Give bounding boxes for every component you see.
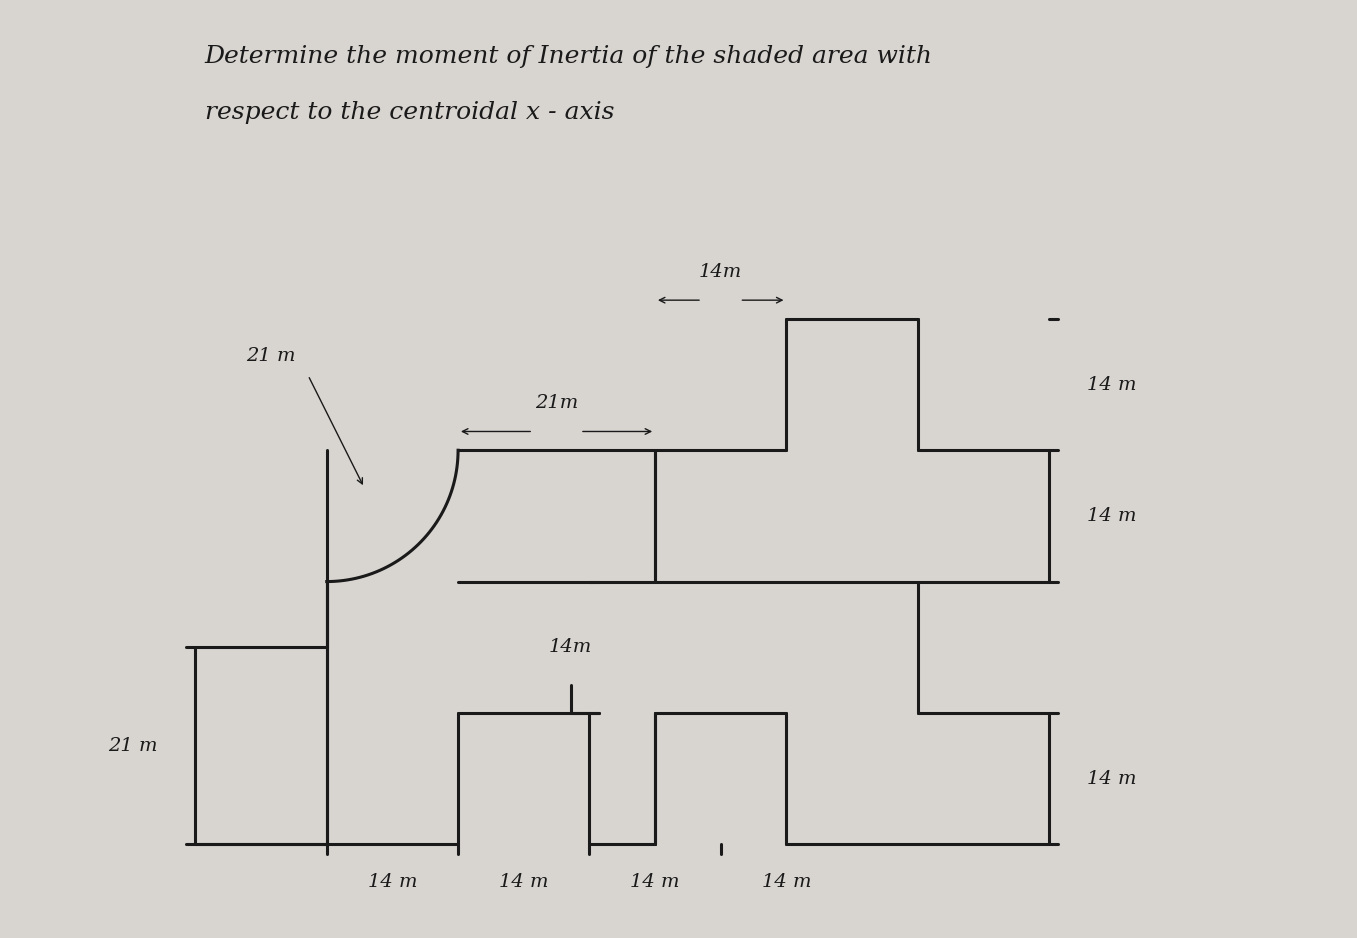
Text: 14 m: 14 m (630, 872, 680, 891)
Text: 14 m: 14 m (499, 872, 548, 891)
Text: 21 m: 21 m (109, 736, 157, 755)
Text: 14m: 14m (699, 263, 742, 281)
Text: 14 m: 14 m (368, 872, 417, 891)
Text: 21m: 21m (535, 394, 578, 413)
Text: 14 m: 14 m (1087, 375, 1136, 394)
Text: respect to the centroidal x - axis: respect to the centroidal x - axis (205, 101, 615, 124)
Text: 21 m: 21 m (246, 347, 296, 366)
Text: 14 m: 14 m (1087, 769, 1136, 788)
Text: 14 m: 14 m (1087, 507, 1136, 525)
Text: Determine the moment of Inertia of the shaded area with: Determine the moment of Inertia of the s… (205, 45, 932, 68)
Text: 14 m: 14 m (761, 872, 811, 891)
Text: 14m: 14m (550, 638, 592, 657)
